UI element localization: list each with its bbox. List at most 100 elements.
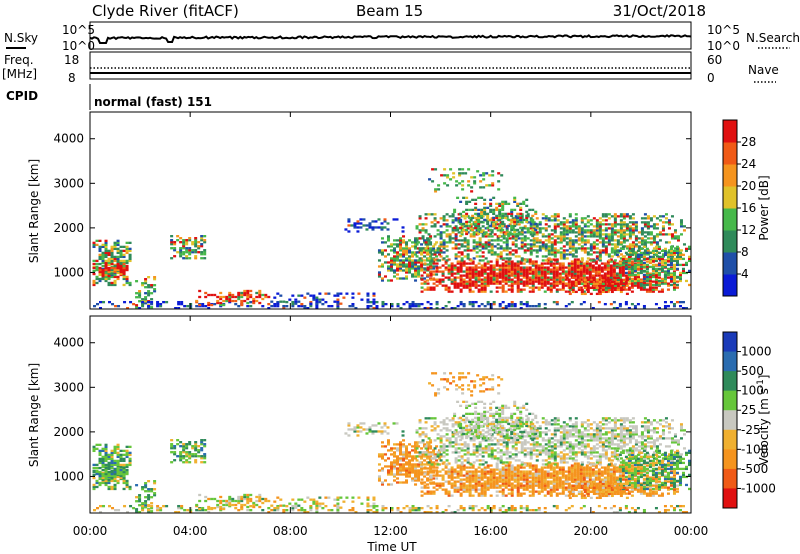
power-cell bbox=[303, 304, 307, 308]
power-cell bbox=[414, 251, 418, 254]
power-cell bbox=[646, 225, 650, 228]
velocity-cell bbox=[480, 492, 484, 495]
velocity-cell bbox=[92, 463, 96, 467]
power-cell bbox=[144, 300, 148, 303]
power-cell bbox=[672, 284, 676, 287]
velocity-cell bbox=[624, 506, 628, 510]
power-cell bbox=[642, 245, 646, 249]
power-cell bbox=[574, 217, 578, 220]
power-cell bbox=[92, 262, 96, 266]
power-cell bbox=[681, 267, 685, 271]
power-cell bbox=[468, 208, 472, 212]
power-cell bbox=[453, 272, 457, 275]
power-cell bbox=[462, 222, 466, 226]
power-cell bbox=[402, 277, 406, 280]
velocity-cell bbox=[408, 459, 412, 462]
power-cell bbox=[586, 284, 590, 288]
power-cell bbox=[426, 237, 430, 240]
velocity-cell bbox=[294, 506, 298, 509]
velocity-cell bbox=[285, 504, 289, 508]
velocity-cell bbox=[477, 482, 481, 485]
velocity-cell bbox=[468, 506, 472, 510]
velocity-cell bbox=[386, 469, 390, 472]
power-cell bbox=[258, 301, 262, 305]
power-cell bbox=[490, 225, 494, 228]
velocity-cell bbox=[450, 478, 454, 481]
velocity-cell bbox=[417, 479, 421, 482]
velocity-cell bbox=[567, 506, 571, 510]
power-cell bbox=[525, 280, 529, 283]
power-cell bbox=[463, 225, 467, 228]
power-cell bbox=[252, 299, 256, 303]
power-cell bbox=[460, 259, 464, 262]
velocity-cell bbox=[107, 461, 111, 465]
power-cell bbox=[194, 237, 198, 240]
power-cell bbox=[589, 245, 593, 248]
power-cell bbox=[634, 243, 638, 246]
velocity-cell bbox=[219, 499, 223, 503]
power-colorbar-segment bbox=[723, 120, 737, 143]
power-cell bbox=[445, 255, 449, 258]
power-cell bbox=[383, 218, 387, 221]
power-cell bbox=[556, 249, 560, 252]
velocity-cell bbox=[309, 504, 313, 508]
velocity-cell bbox=[204, 508, 208, 512]
velocity-cell bbox=[525, 506, 529, 510]
power-cell bbox=[462, 196, 466, 199]
power-cell bbox=[420, 247, 424, 250]
power-cell bbox=[417, 247, 421, 250]
velocity-cell bbox=[507, 506, 511, 510]
velocity-cell bbox=[194, 453, 198, 456]
power-cell bbox=[613, 215, 617, 218]
power-colorbar-segment bbox=[723, 186, 737, 209]
power-cell bbox=[423, 271, 427, 274]
power-cell bbox=[478, 239, 482, 242]
power-cell bbox=[300, 302, 304, 306]
power-cell bbox=[667, 219, 671, 222]
velocity-cell bbox=[513, 478, 517, 481]
power-cell bbox=[424, 241, 428, 244]
power-cell bbox=[585, 262, 589, 265]
power-cell bbox=[225, 295, 229, 299]
power-cell bbox=[399, 237, 403, 240]
power-cell bbox=[547, 249, 551, 252]
velocity-cell bbox=[396, 506, 400, 510]
power-cell bbox=[128, 255, 132, 259]
power-cell bbox=[219, 303, 223, 307]
power-cell bbox=[113, 283, 117, 287]
power-cell bbox=[523, 225, 527, 228]
power-cell bbox=[180, 302, 184, 306]
velocity-cell bbox=[459, 484, 463, 487]
velocity-cell bbox=[426, 447, 430, 450]
power-cell bbox=[513, 282, 517, 285]
power-cell bbox=[170, 247, 174, 250]
power-cell bbox=[550, 243, 554, 246]
power-cell bbox=[490, 243, 494, 246]
velocity-cell bbox=[516, 482, 520, 485]
velocity-cell bbox=[471, 464, 475, 467]
power-cell bbox=[471, 266, 475, 269]
power-cell bbox=[525, 258, 529, 261]
power-cell bbox=[535, 217, 539, 220]
velocity-cell bbox=[396, 481, 400, 484]
power-cell bbox=[156, 302, 160, 306]
velocity-cell bbox=[125, 449, 129, 453]
power-cell bbox=[401, 230, 405, 233]
power-cell bbox=[276, 292, 280, 295]
power-cell bbox=[669, 261, 673, 265]
power-cell bbox=[468, 282, 472, 285]
power-cell bbox=[669, 247, 673, 251]
power-cell bbox=[480, 302, 484, 306]
power-cell bbox=[538, 249, 542, 252]
velocity-cell bbox=[104, 466, 108, 470]
velocity-cell bbox=[483, 480, 487, 483]
velocity-cell bbox=[429, 455, 433, 458]
power-cell bbox=[619, 290, 623, 294]
power-cell bbox=[432, 245, 436, 248]
velocity-cell bbox=[384, 506, 388, 510]
power-cell bbox=[678, 300, 682, 304]
power-cell bbox=[255, 299, 259, 303]
power-cell bbox=[534, 272, 538, 275]
power-cell bbox=[459, 266, 463, 269]
power-cell bbox=[345, 292, 349, 295]
